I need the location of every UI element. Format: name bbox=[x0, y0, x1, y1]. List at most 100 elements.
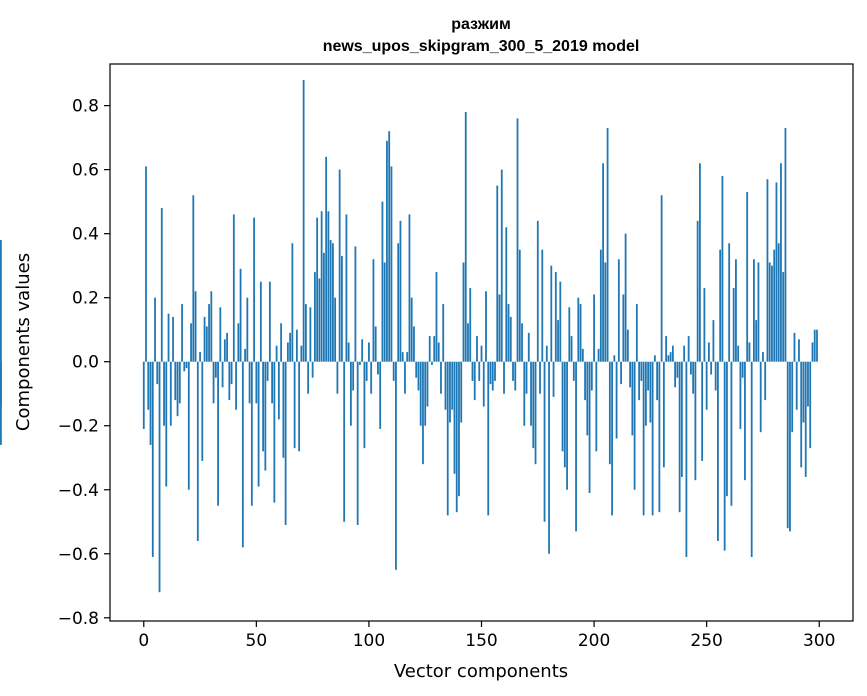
bar-27 bbox=[203, 316, 206, 362]
y-tick-label: −0.8 bbox=[58, 609, 99, 629]
bar-204 bbox=[602, 163, 604, 362]
bar-77 bbox=[316, 217, 319, 362]
bar-280 bbox=[773, 249, 776, 362]
bar-6 bbox=[156, 361, 159, 385]
bar-278 bbox=[768, 262, 771, 362]
bar-140 bbox=[458, 361, 460, 497]
bar-105 bbox=[379, 361, 382, 429]
bars-group bbox=[0, 80, 818, 593]
bar-39 bbox=[230, 361, 233, 385]
bar-9 bbox=[163, 361, 165, 426]
bar-145 bbox=[469, 288, 472, 362]
bar-12 bbox=[169, 361, 172, 426]
bar-132 bbox=[440, 361, 442, 394]
bar-135 bbox=[446, 361, 449, 516]
bar-130 bbox=[435, 272, 438, 362]
bar-210 bbox=[615, 361, 618, 439]
bar-261 bbox=[730, 361, 733, 506]
bar-28 bbox=[205, 326, 208, 362]
bar-234 bbox=[669, 352, 672, 362]
bar-295 bbox=[807, 361, 809, 407]
bar-221 bbox=[640, 361, 643, 381]
bar-35 bbox=[221, 361, 224, 388]
bar-239 bbox=[680, 361, 683, 477]
bar-184 bbox=[557, 320, 559, 362]
bar-15 bbox=[176, 361, 179, 417]
y-tick-label: 0.2 bbox=[72, 289, 99, 309]
bar-251 bbox=[708, 342, 710, 362]
bar-183 bbox=[554, 272, 557, 362]
bar-62 bbox=[282, 361, 285, 458]
bar-82 bbox=[327, 211, 330, 362]
bar-241 bbox=[685, 361, 688, 557]
bar-38 bbox=[228, 361, 231, 401]
x-tick-label: 250 bbox=[690, 631, 722, 651]
bar-195 bbox=[581, 348, 584, 362]
bar-36 bbox=[223, 339, 226, 362]
bar-1 bbox=[145, 166, 147, 362]
bar-11 bbox=[167, 313, 170, 362]
bar-31 bbox=[212, 361, 215, 404]
bar-219 bbox=[635, 304, 638, 362]
bar-114 bbox=[399, 220, 402, 362]
bar-282 bbox=[777, 243, 780, 362]
bar-191 bbox=[572, 361, 575, 381]
bar-211 bbox=[617, 259, 620, 362]
bar-143 bbox=[464, 112, 467, 362]
x-axis-ticks: 0 50 100 150 200 250 300 bbox=[138, 621, 835, 651]
bar-177 bbox=[541, 249, 544, 362]
bar-112 bbox=[395, 361, 397, 570]
bar-226 bbox=[651, 361, 654, 516]
bar-243 bbox=[689, 361, 692, 375]
bar-291 bbox=[798, 339, 800, 362]
bar-192 bbox=[575, 361, 577, 532]
bar-190 bbox=[570, 336, 573, 362]
bar-262 bbox=[732, 288, 735, 362]
bar-98 bbox=[363, 361, 366, 449]
bar-104 bbox=[377, 361, 379, 375]
bar-217 bbox=[631, 361, 634, 436]
bar-199 bbox=[590, 361, 593, 391]
bar-157 bbox=[496, 185, 499, 362]
bar-45 bbox=[244, 348, 246, 362]
plot-area-frame bbox=[109, 63, 854, 622]
bar-68 bbox=[295, 329, 298, 362]
bar-80 bbox=[322, 252, 325, 362]
bar-101 bbox=[370, 361, 373, 394]
bar-171 bbox=[527, 332, 530, 362]
bar-7 bbox=[158, 361, 161, 593]
bar-66 bbox=[291, 243, 294, 362]
bar-128 bbox=[431, 361, 433, 365]
bar-283 bbox=[780, 163, 782, 362]
bar-49 bbox=[253, 217, 255, 362]
bar-85 bbox=[334, 297, 337, 362]
bar-5 bbox=[154, 297, 156, 362]
bar-17 bbox=[181, 304, 183, 362]
x-tick-label: 50 bbox=[246, 631, 268, 651]
bar-102 bbox=[372, 259, 375, 362]
bar-268 bbox=[746, 192, 749, 362]
bar-254 bbox=[714, 361, 717, 391]
bar-209 bbox=[613, 355, 616, 362]
bar-146 bbox=[471, 361, 474, 381]
bar-126 bbox=[426, 361, 429, 407]
bar-173 bbox=[532, 361, 535, 449]
bar-194 bbox=[579, 304, 582, 362]
bar-206 bbox=[606, 128, 609, 362]
bar-123 bbox=[419, 361, 422, 426]
x-axis-label: Vector components bbox=[394, 661, 568, 682]
bar-165 bbox=[514, 361, 517, 391]
bar-257 bbox=[721, 176, 724, 362]
bar-83 bbox=[329, 240, 332, 362]
bar-162 bbox=[507, 304, 510, 362]
bar-289 bbox=[793, 332, 796, 362]
bar-129 bbox=[433, 336, 436, 362]
bar-150 bbox=[480, 345, 483, 362]
bar-37 bbox=[226, 332, 228, 362]
bar-240 bbox=[683, 345, 686, 362]
bar-32 bbox=[214, 361, 217, 378]
bar-22 bbox=[192, 195, 195, 362]
bar-63 bbox=[284, 361, 287, 525]
bar-154 bbox=[489, 361, 492, 385]
bar-281 bbox=[775, 182, 778, 362]
